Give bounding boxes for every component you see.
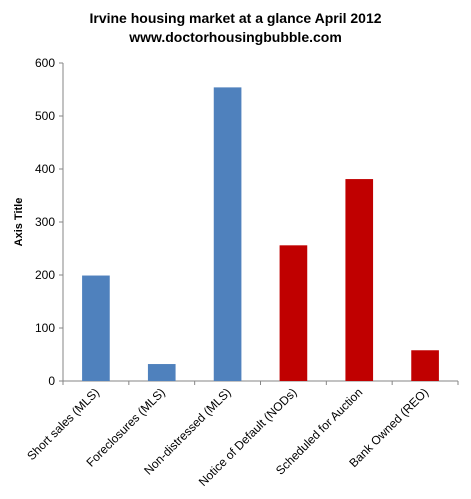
bar	[279, 245, 308, 381]
bar	[147, 364, 176, 381]
bar	[213, 87, 242, 381]
axes	[59, 62, 459, 385]
bar	[411, 350, 439, 381]
bars	[82, 87, 439, 381]
x-tick-labels: Short sales (MLS)Foreclosures (MLS)Non-d…	[24, 385, 431, 489]
y-tick-label: 600	[35, 56, 55, 70]
y-tick-label: 0	[48, 374, 55, 388]
chart-title: Irvine housing market at a glance April …	[89, 10, 382, 26]
y-tick-label: 200	[35, 268, 55, 282]
y-tick-labels: 0 100 200 300 400 500 600	[35, 56, 55, 388]
x-tick-label: Short sales (MLS)	[24, 385, 102, 463]
y-axis-title: Axis Title	[13, 198, 25, 247]
bar	[345, 179, 374, 381]
y-tick-label: 100	[35, 321, 55, 335]
bar	[82, 275, 110, 381]
y-tick-label: 300	[35, 215, 55, 229]
y-tick-label: 400	[35, 162, 55, 176]
chart-subtitle: www.doctorhousingbubble.com	[129, 29, 342, 45]
y-tick-label: 500	[35, 109, 55, 123]
